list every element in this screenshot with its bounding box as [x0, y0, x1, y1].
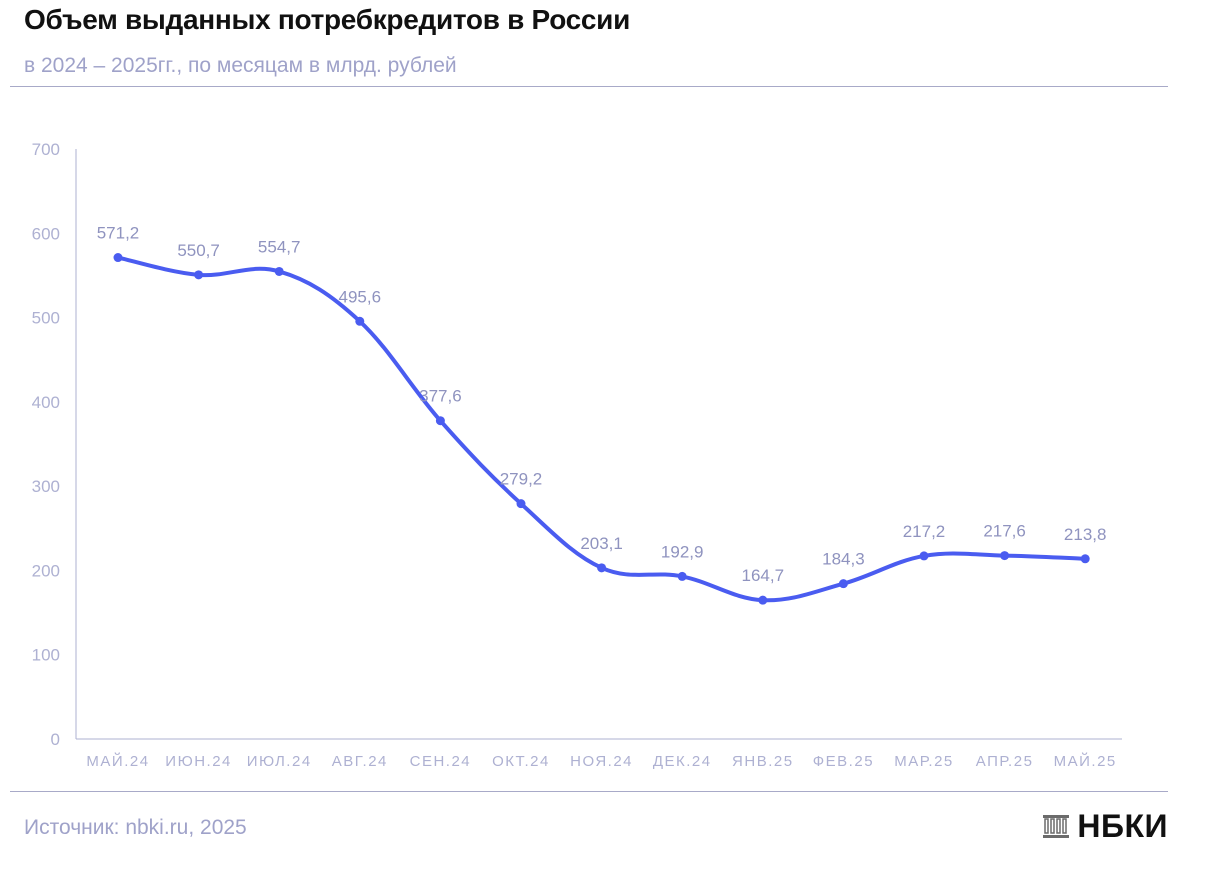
brand-name: НБКИ — [1077, 808, 1168, 844]
y-tick-label: 300 — [32, 477, 60, 496]
data-point — [194, 270, 204, 280]
x-tick-label: ИЮЛ.24 — [247, 753, 312, 770]
data-label: 495,6 — [339, 287, 382, 306]
y-tick-label: 0 — [51, 730, 60, 749]
y-tick-label: 200 — [32, 561, 60, 580]
data-point — [516, 499, 526, 509]
y-tick-label: 400 — [32, 393, 60, 412]
data-point — [1000, 551, 1010, 561]
x-tick-label: МАЙ.25 — [1054, 752, 1117, 770]
data-point — [838, 579, 848, 589]
data-point — [919, 551, 929, 561]
data-point — [1080, 554, 1090, 564]
chart-title: Объем выданных потребкредитов в России — [24, 4, 630, 35]
y-tick-label: 700 — [32, 140, 60, 159]
y-tick-label: 500 — [32, 309, 60, 328]
data-point — [597, 563, 607, 573]
x-tick-label: АВГ.24 — [332, 753, 388, 770]
x-tick-label: ОКТ.24 — [492, 753, 550, 770]
top-divider — [10, 86, 1168, 87]
source-note: Источник: nbki.ru, 2025 — [24, 816, 247, 839]
x-tick-label: МАЙ.24 — [86, 752, 149, 770]
x-tick-label: АПР.25 — [976, 753, 1034, 770]
x-tick-label: ФЕВ.25 — [813, 753, 874, 770]
x-tick-label: СЕН.24 — [410, 753, 472, 770]
chart-subtitle: в 2024 – 2025гг., по месяцам в млрд. руб… — [24, 54, 457, 77]
data-point — [355, 316, 365, 326]
data-point — [677, 571, 687, 581]
data-point — [274, 266, 284, 276]
x-tick-label: НОЯ.24 — [570, 753, 633, 770]
data-point — [758, 595, 768, 605]
y-tick-label: 100 — [32, 646, 60, 665]
data-label: 377,6 — [419, 387, 462, 406]
data-label: 192,9 — [661, 542, 704, 561]
building-columns-icon — [1043, 814, 1070, 838]
x-tick-label: ДЕК.24 — [653, 753, 712, 770]
data-point — [435, 416, 445, 426]
data-label: 571,2 — [97, 224, 140, 243]
bottom-divider — [10, 791, 1168, 792]
brand-logo: НБКИ — [1041, 808, 1168, 845]
data-label: 203,1 — [580, 534, 623, 553]
data-label: 217,2 — [903, 522, 946, 541]
data-label: 554,7 — [258, 237, 301, 256]
data-label: 164,7 — [742, 566, 785, 585]
data-label: 184,3 — [822, 550, 865, 569]
data-point — [113, 253, 123, 263]
x-tick-label: МАР.25 — [894, 753, 954, 770]
data-label: 217,6 — [983, 522, 1026, 541]
x-tick-label: ЯНВ.25 — [732, 753, 794, 770]
data-label: 550,7 — [177, 241, 220, 260]
y-tick-label: 600 — [32, 224, 60, 243]
data-label: 279,2 — [500, 470, 543, 489]
x-tick-label: ИЮН.24 — [165, 753, 232, 770]
data-label: 213,8 — [1064, 525, 1107, 544]
